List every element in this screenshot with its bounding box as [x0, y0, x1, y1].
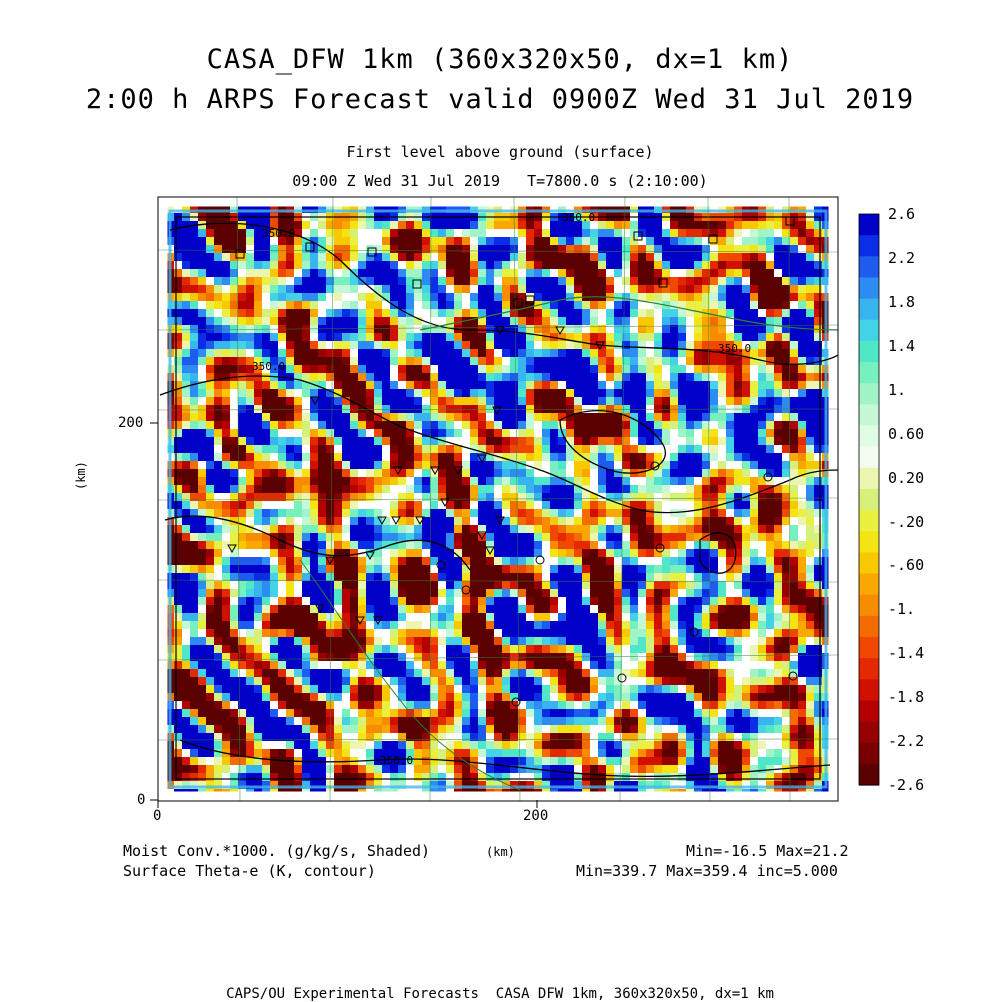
colorbar-swatch: [859, 552, 879, 574]
colorbar-swatch: [859, 743, 879, 765]
colorbar-tick-label: 0.20: [888, 469, 924, 487]
title-line-1: CASA_DFW 1km (360x320x50, dx=1 km): [0, 44, 1000, 75]
colorbar-swatch: [859, 425, 879, 447]
y-tick-label: 200: [118, 415, 143, 431]
colorbar-tick-label: -.60: [888, 556, 924, 574]
colorbar-tick-label: -1.4: [888, 644, 924, 662]
contour-label: 350.0: [380, 754, 413, 767]
colorbar-swatch: [859, 277, 879, 299]
colorbar-swatch: [859, 235, 879, 257]
contour-label: 350.0: [718, 342, 751, 355]
colorbar-tick-label: 2.6: [888, 205, 915, 223]
y-axis-label: (km): [74, 461, 88, 490]
x-axis-label: (km): [486, 845, 515, 859]
title-line-2: 2:00 h ARPS Forecast valid 0900Z Wed 31 …: [0, 84, 1000, 115]
colorbar-swatch: [859, 531, 879, 553]
colorbar-swatch: [859, 764, 879, 786]
colorbar-tick-label: 1.: [888, 381, 906, 399]
colorbar-tick-label: -2.6: [888, 776, 924, 794]
contour-range-caption: Min=339.7 Max=359.4 inc=5.000: [576, 862, 838, 880]
colorbar-swatch: [859, 574, 879, 596]
x-tick-label: 200: [523, 808, 548, 824]
colorbar-swatch: [859, 658, 879, 680]
colorbar-tick-label: -1.: [888, 600, 915, 618]
colorbar-swatch: [859, 722, 879, 744]
colorbar-swatch: [859, 214, 879, 236]
colorbar-swatch: [859, 320, 879, 342]
colorbar-swatch: [859, 341, 879, 363]
colorbar-swatch: [859, 700, 879, 722]
colorbar-swatch: [859, 468, 879, 490]
colorbar-swatch: [859, 383, 879, 405]
x-tick-label: 0: [153, 808, 161, 824]
colorbar-tick-label: -2.2: [888, 732, 924, 750]
colorbar-tick-label: 0.60: [888, 425, 924, 443]
colorbar-swatch: [859, 595, 879, 617]
colorbar-swatch: [859, 679, 879, 701]
colorbar-swatch: [859, 362, 879, 384]
contour-label: 350.0: [562, 211, 595, 224]
colorbar-swatch: [859, 256, 879, 278]
y-tick-label: 0: [137, 792, 145, 808]
colorbar-swatch: [859, 299, 879, 321]
colorbar-tick-label: 1.4: [888, 337, 915, 355]
colorbar-swatch: [859, 447, 879, 469]
contour-field-caption: Surface Theta-e (K, contour): [123, 862, 376, 880]
colorbar-swatch: [859, 637, 879, 659]
colorbar: [859, 214, 879, 786]
subtitle-time: 09:00 Z Wed 31 Jul 2019 T=7800.0 s (2:10…: [0, 172, 1000, 190]
shaded-field-caption: Moist Conv.*1000. (g/kg/s, Shaded): [123, 842, 430, 860]
moist-convergence-field: [158, 197, 839, 806]
colorbar-swatch: [859, 404, 879, 426]
colorbar-tick-label: 2.2: [888, 249, 915, 267]
colorbar-swatch: [859, 616, 879, 638]
contour-label: 350.0: [262, 227, 295, 240]
colorbar-tick-label: -.20: [888, 513, 924, 531]
colorbar-tick-label: 1.8: [888, 293, 915, 311]
colorbar-swatch: [859, 510, 879, 532]
contour-label: 350.0: [252, 360, 285, 373]
subtitle-level: First level above ground (surface): [0, 143, 1000, 161]
shaded-range-caption: Min=-16.5 Max=21.2: [686, 842, 849, 860]
colorbar-tick-label: -1.8: [888, 688, 924, 706]
colorbar-swatch: [859, 489, 879, 511]
